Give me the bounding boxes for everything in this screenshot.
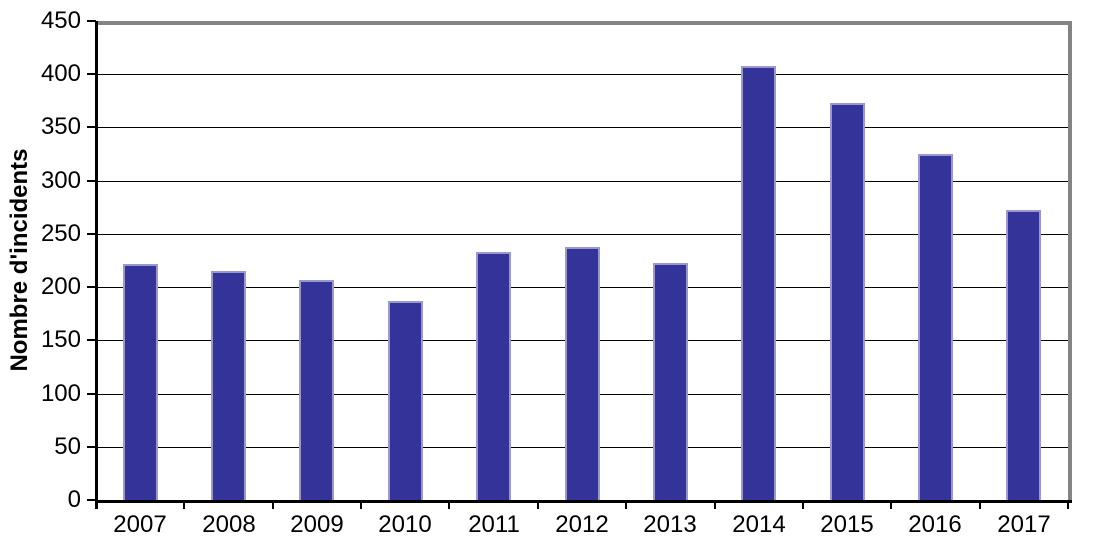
x-tick-2 [272,500,274,509]
y-tick-label-250: 250 [40,220,81,247]
plot-border-right [1068,21,1072,503]
y-tick-label-0: 0 [67,486,81,513]
y-tick-0 [87,499,96,501]
x-tick-5 [537,500,539,509]
gridline-350 [96,127,1068,128]
bar-2011 [476,252,511,500]
y-tick-label-400: 400 [40,60,81,87]
x-tick-label-2012: 2012 [555,511,609,538]
gridline-300 [96,181,1068,182]
y-tick-50 [87,446,96,448]
x-tick-label-2007: 2007 [113,511,167,538]
y-tick-label-450: 450 [40,7,81,34]
x-axis-line [95,500,1072,503]
x-tick-label-2014: 2014 [732,511,786,538]
y-tick-label-350: 350 [40,113,81,140]
y-tick-label-300: 300 [40,167,81,194]
bar-2008 [211,271,246,500]
x-tick-10 [979,500,981,509]
bar-2010 [388,301,423,500]
y-tick-400 [87,73,96,75]
y-tick-label-200: 200 [40,273,81,300]
x-tick-7 [714,500,716,509]
x-tick-6 [625,500,627,509]
gridline-250 [96,234,1068,235]
x-tick-label-2017: 2017 [997,511,1051,538]
y-tick-200 [87,286,96,288]
x-tick-label-2010: 2010 [378,511,432,538]
y-tick-label-150: 150 [40,326,81,353]
x-tick-label-2013: 2013 [643,511,697,538]
x-tick-1 [183,500,185,509]
x-tick-label-2016: 2016 [908,511,962,538]
y-tick-350 [87,126,96,128]
y-tick-label-100: 100 [40,380,81,407]
bar-2017 [1006,210,1041,500]
y-tick-100 [87,393,96,395]
x-tick-11 [1067,500,1069,509]
bar-2012 [565,247,600,500]
bar-2014 [741,66,776,500]
y-tick-150 [87,339,96,341]
bar-2016 [918,154,953,500]
bar-2009 [299,280,334,500]
x-tick-0 [95,500,97,509]
bar-2015 [830,103,865,500]
x-tick-9 [890,500,892,509]
plot-border-top [96,21,1072,25]
bar-2013 [653,263,688,500]
y-axis-line [95,21,98,509]
bar-2007 [123,264,158,500]
x-tick-4 [448,500,450,509]
y-tick-250 [87,233,96,235]
y-tick-300 [87,180,96,182]
x-tick-label-2015: 2015 [820,511,874,538]
y-tick-450 [87,20,96,22]
y-tick-label-50: 50 [54,433,81,460]
gridline-400 [96,74,1068,75]
x-tick-3 [360,500,362,509]
x-tick-8 [802,500,804,509]
x-tick-label-2009: 2009 [290,511,344,538]
x-tick-label-2008: 2008 [202,511,256,538]
x-tick-label-2011: 2011 [468,511,520,538]
